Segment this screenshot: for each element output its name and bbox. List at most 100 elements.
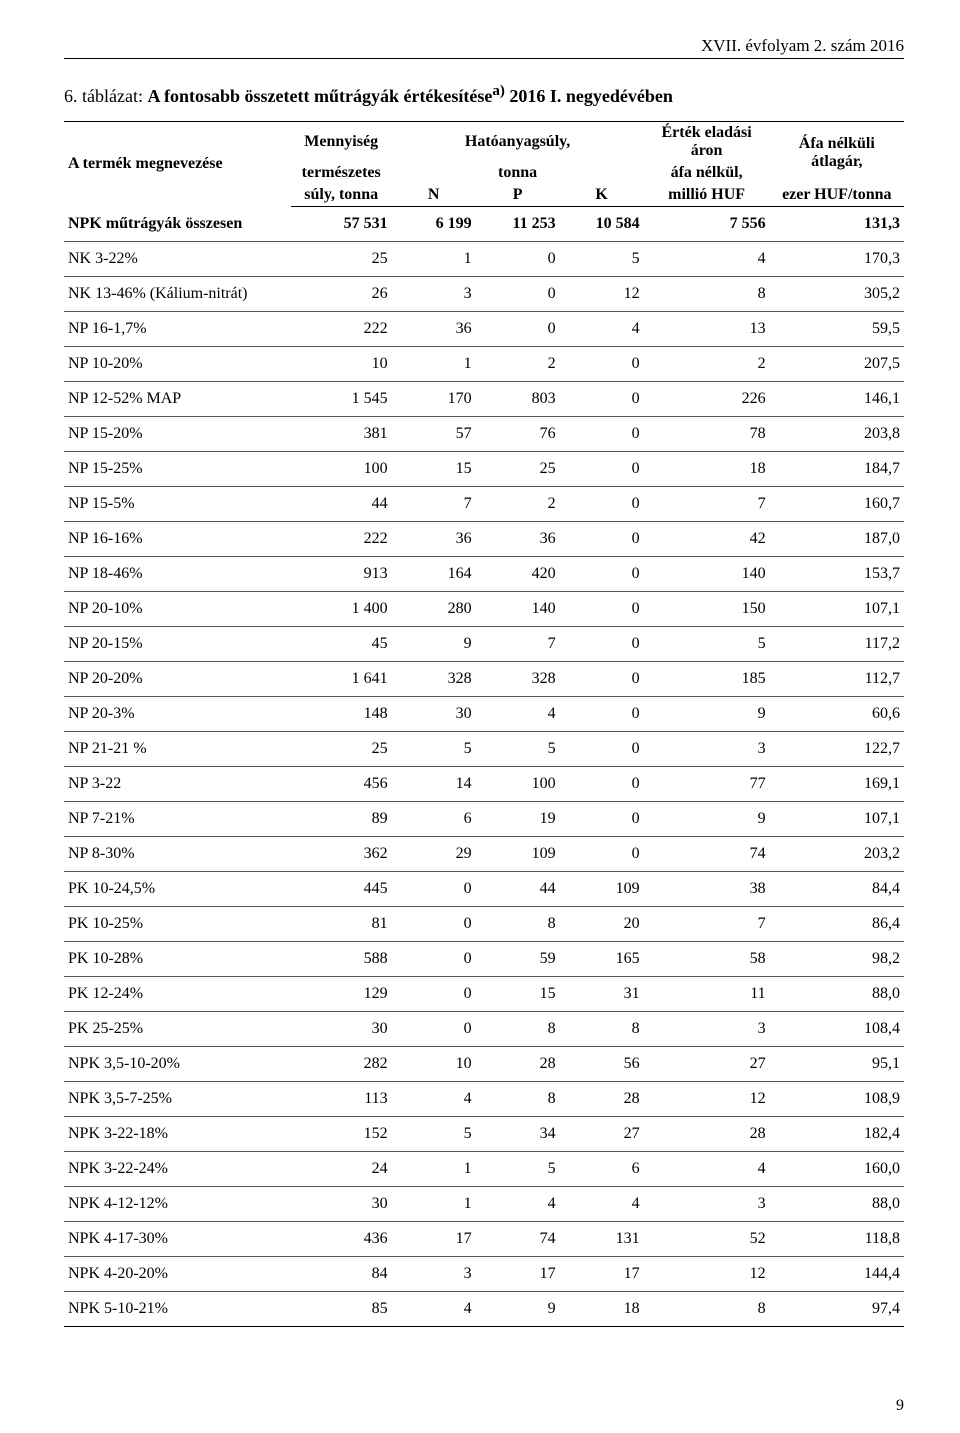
col-p: P <box>476 184 560 207</box>
cell-label: NP 20-10% <box>64 592 291 627</box>
cell-label: NP 16-1,7% <box>64 312 291 347</box>
cell-val: 18 <box>644 452 770 487</box>
cell-label: NPK 4-12-12% <box>64 1187 291 1222</box>
cell-p: 74 <box>476 1222 560 1257</box>
col-k: K <box>560 184 644 207</box>
table-row: NP 20-20%1 6413283280185112,7 <box>64 662 904 697</box>
cell-val: 12 <box>644 1082 770 1117</box>
col-val-l1: Érték eladási áron <box>644 122 770 163</box>
cell-avg: 182,4 <box>770 1117 904 1152</box>
cell-avg: 170,3 <box>770 242 904 277</box>
cell-val: 226 <box>644 382 770 417</box>
cell-k: 0 <box>560 697 644 732</box>
cell-avg: 203,8 <box>770 417 904 452</box>
table-row: NP 3-2245614100077169,1 <box>64 767 904 802</box>
col-qty-l3: súly, tonna <box>291 184 392 207</box>
col-hato-l1: Hatóanyagsúly, <box>392 122 644 163</box>
cell-avg: 207,5 <box>770 347 904 382</box>
cell-p: 8 <box>476 907 560 942</box>
cell-label: NP 8-30% <box>64 837 291 872</box>
cell-n: 1 <box>392 1152 476 1187</box>
table-row: NPK 3-22-18%1525342728182,4 <box>64 1117 904 1152</box>
cell-avg: 88,0 <box>770 977 904 1012</box>
total-row: NPK műtrágyák összesen 57 531 6 199 11 2… <box>64 207 904 242</box>
table-body: NPK műtrágyák összesen 57 531 6 199 11 2… <box>64 207 904 1327</box>
cell-p: 140 <box>476 592 560 627</box>
cell-val: 9 <box>644 697 770 732</box>
cell-k: 0 <box>560 452 644 487</box>
cell-p: 7 <box>476 627 560 662</box>
page-number: 9 <box>896 1397 904 1415</box>
cell-p: 5 <box>476 1152 560 1187</box>
cell-k: 8 <box>560 1012 644 1047</box>
title-sup: a) <box>492 83 505 99</box>
cell-avg: 169,1 <box>770 767 904 802</box>
cell-p: 0 <box>476 277 560 312</box>
cell-k: 131 <box>560 1222 644 1257</box>
cell-n: 7 <box>392 487 476 522</box>
table-row: NP 20-15%459705117,2 <box>64 627 904 662</box>
total-val: 7 556 <box>644 207 770 242</box>
cell-avg: 153,7 <box>770 557 904 592</box>
col-qty-l1: Mennyiség <box>291 122 392 163</box>
cell-avg: 97,4 <box>770 1292 904 1327</box>
cell-qty: 100 <box>291 452 392 487</box>
cell-val: 140 <box>644 557 770 592</box>
table-row: NP 21-21 %255503122,7 <box>64 732 904 767</box>
cell-val: 74 <box>644 837 770 872</box>
cell-n: 280 <box>392 592 476 627</box>
cell-n: 1 <box>392 1187 476 1222</box>
total-n: 6 199 <box>392 207 476 242</box>
cell-n: 9 <box>392 627 476 662</box>
cell-qty: 113 <box>291 1082 392 1117</box>
cell-label: NP 20-15% <box>64 627 291 662</box>
cell-k: 0 <box>560 732 644 767</box>
cell-qty: 152 <box>291 1117 392 1152</box>
cell-qty: 24 <box>291 1152 392 1187</box>
cell-label: NPK 3,5-10-20% <box>64 1047 291 1082</box>
cell-avg: 107,1 <box>770 802 904 837</box>
cell-val: 4 <box>644 1152 770 1187</box>
cell-n: 10 <box>392 1047 476 1082</box>
cell-avg: 95,1 <box>770 1047 904 1082</box>
cell-val: 58 <box>644 942 770 977</box>
cell-qty: 362 <box>291 837 392 872</box>
cell-label: NP 10-20% <box>64 347 291 382</box>
cell-k: 4 <box>560 1187 644 1222</box>
cell-val: 77 <box>644 767 770 802</box>
table-row: NPK 4-17-30%436177413152118,8 <box>64 1222 904 1257</box>
cell-qty: 25 <box>291 242 392 277</box>
cell-n: 0 <box>392 872 476 907</box>
cell-p: 25 <box>476 452 560 487</box>
cell-p: 0 <box>476 242 560 277</box>
cell-val: 8 <box>644 277 770 312</box>
cell-avg: 86,4 <box>770 907 904 942</box>
cell-avg: 112,7 <box>770 662 904 697</box>
cell-label: NP 15-25% <box>64 452 291 487</box>
cell-label: NPK 3,5-7-25% <box>64 1082 291 1117</box>
cell-n: 164 <box>392 557 476 592</box>
cell-avg: 98,2 <box>770 942 904 977</box>
cell-avg: 84,4 <box>770 872 904 907</box>
col-hato-l2: tonna <box>392 162 644 184</box>
cell-val: 52 <box>644 1222 770 1257</box>
table-row: NP 20-3%1483040960,6 <box>64 697 904 732</box>
table-row: NP 12-52% MAP1 5451708030226146,1 <box>64 382 904 417</box>
cell-k: 0 <box>560 557 644 592</box>
cell-n: 17 <box>392 1222 476 1257</box>
cell-label: NP 21-21 % <box>64 732 291 767</box>
cell-p: 100 <box>476 767 560 802</box>
cell-k: 0 <box>560 417 644 452</box>
cell-p: 17 <box>476 1257 560 1292</box>
cell-n: 1 <box>392 242 476 277</box>
table-row: PK 10-24,5%4450441093884,4 <box>64 872 904 907</box>
cell-n: 29 <box>392 837 476 872</box>
cell-avg: 146,1 <box>770 382 904 417</box>
cell-p: 4 <box>476 1187 560 1222</box>
cell-qty: 85 <box>291 1292 392 1327</box>
cell-p: 5 <box>476 732 560 767</box>
cell-qty: 30 <box>291 1187 392 1222</box>
cell-qty: 129 <box>291 977 392 1012</box>
cell-p: 803 <box>476 382 560 417</box>
cell-n: 3 <box>392 1257 476 1292</box>
